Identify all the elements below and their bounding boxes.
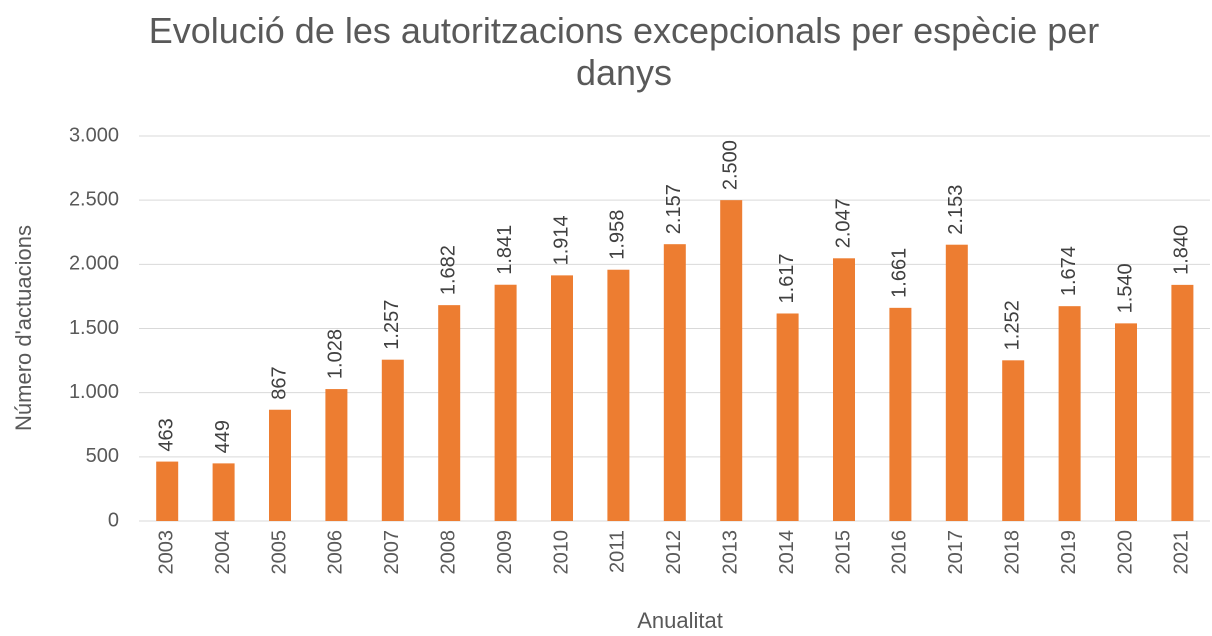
value-label: 1.958 [607, 210, 629, 260]
x-tick-label: 2009 [494, 530, 516, 575]
x-tick-label: 2012 [663, 530, 685, 575]
bar [663, 244, 686, 521]
x-tick-label: 2016 [889, 530, 911, 575]
bar [212, 463, 235, 521]
value-label: 1.674 [1058, 246, 1080, 296]
x-tick-label: 2011 [607, 530, 629, 573]
value-label: 867 [268, 366, 290, 399]
value-label: 1.540 [1114, 263, 1136, 313]
chart-title: Evolució de les autoritzacions excepcion… [148, 10, 1100, 93]
bar [720, 200, 743, 521]
bar [945, 244, 968, 521]
value-label: 2.500 [719, 140, 741, 190]
x-tick-label: 2013 [719, 530, 741, 575]
value-label: 1.841 [494, 225, 516, 275]
x-tick-label: 2017 [945, 530, 967, 575]
y-axis-title: Número d'actuacions [11, 225, 36, 431]
bar [438, 305, 461, 521]
x-tick-label: 2014 [776, 530, 798, 575]
bar [551, 275, 573, 521]
bar [1058, 306, 1081, 521]
y-tick-label: 1.000 [69, 381, 119, 403]
x-tick-label: 2015 [832, 530, 854, 575]
value-label: 2.153 [945, 185, 967, 235]
value-label: 1.661 [889, 248, 911, 298]
value-label: 1.617 [776, 253, 798, 303]
y-tick-label: 3.000 [69, 124, 119, 146]
x-tick-label: 2019 [1058, 530, 1080, 575]
x-tick-label: 2010 [550, 530, 572, 575]
y-tick-label: 500 [86, 445, 119, 467]
bar [607, 269, 630, 521]
bar [494, 284, 517, 521]
bar [381, 359, 404, 521]
value-label: 1.257 [381, 300, 403, 350]
value-label: 2.047 [832, 198, 854, 248]
value-label: 1.252 [1001, 300, 1023, 350]
y-tick-label: 0 [108, 509, 119, 531]
x-tick-label: 2018 [1001, 530, 1023, 575]
bar [1115, 323, 1137, 521]
value-label: 1.840 [1171, 225, 1193, 275]
x-tick-label: 2006 [325, 530, 347, 575]
bar [776, 313, 799, 521]
value-label: 1.682 [437, 245, 459, 295]
bar [833, 258, 855, 521]
bar [1002, 360, 1025, 521]
value-label: 463 [155, 418, 177, 451]
x-tick-label: 2021 [1171, 530, 1193, 575]
value-label: 2.157 [663, 184, 685, 234]
y-tick-label: 2.500 [69, 188, 119, 210]
y-tick-label: 1.500 [69, 317, 119, 339]
x-tick-label: 2003 [155, 530, 177, 575]
x-tick-label: 2008 [437, 530, 459, 575]
value-label: 1.914 [550, 215, 572, 265]
x-tick-label: 2020 [1114, 530, 1136, 575]
bar [269, 409, 291, 521]
bar [889, 307, 912, 521]
x-axis-title: Anualitat [637, 608, 723, 633]
bar [325, 389, 348, 521]
value-label: 1.028 [325, 329, 347, 379]
bar [156, 461, 179, 521]
x-tick-label: 2005 [268, 530, 290, 575]
value-label: 449 [212, 420, 234, 453]
x-tick-label: 2007 [381, 530, 403, 575]
y-tick-label: 2.000 [69, 253, 119, 275]
bar [1171, 284, 1194, 521]
x-tick-label: 2004 [212, 530, 234, 575]
